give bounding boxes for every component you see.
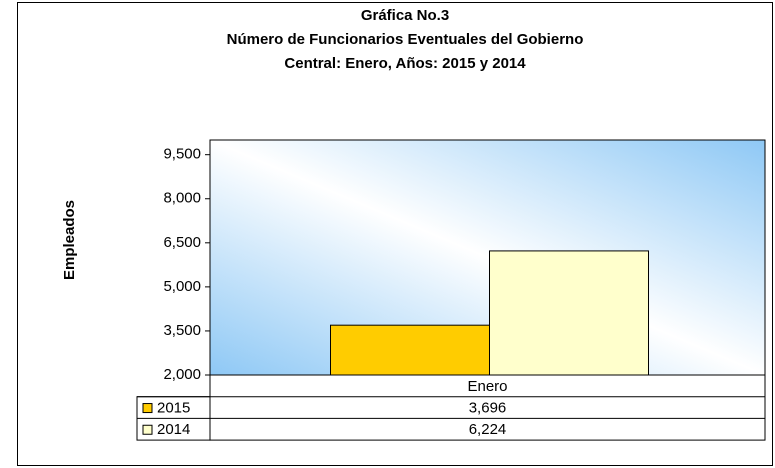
chart-title: Gráfica No.3 — [361, 7, 449, 24]
bar — [489, 250, 649, 376]
y-tick-label: 2,000 — [163, 366, 201, 383]
table-value: 6,224 — [469, 421, 507, 438]
legend-key — [142, 424, 153, 435]
y-tick-label: 6,500 — [163, 234, 201, 251]
y-axis-label: Empleados — [61, 200, 78, 280]
x-tick-label: Enero — [467, 378, 507, 395]
y-tick-label: 9,500 — [163, 146, 201, 163]
y-tick-label: 8,000 — [163, 190, 201, 207]
chart-title: Central: Enero, Años: 2015 y 2014 — [284, 55, 526, 72]
chart-title: Número de Funcionarios Eventuales del Go… — [227, 31, 584, 48]
bar — [330, 324, 490, 376]
y-tick-label: 5,000 — [163, 278, 201, 295]
legend-key — [142, 403, 153, 414]
table-value: 3,696 — [469, 400, 507, 417]
legend-label: 2015 — [157, 400, 190, 417]
y-tick-label: 3,500 — [163, 322, 201, 339]
legend-label: 2014 — [157, 421, 190, 438]
